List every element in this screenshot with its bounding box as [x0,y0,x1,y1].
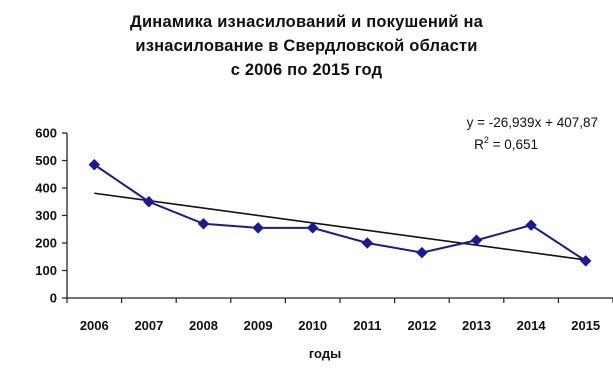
data-point [143,195,155,208]
r-squared-superscript: 2 [484,135,489,145]
data-point [361,237,374,249]
chart-title-line-1: Динамика изнасилований и покушений на [129,13,483,31]
x-tick-label: 2015 [571,318,600,333]
y-tick-label: 0 [50,291,57,306]
x-tick-label: 2009 [244,318,273,333]
y-tick-label: 300 [35,208,57,223]
data-point [525,219,537,231]
x-axis-label: годы [309,346,341,361]
data-point [416,246,428,259]
chart-title-line-2: изнасилование в Свердловской области [135,37,478,55]
y-tick-label: 600 [35,126,57,141]
series-group [88,158,592,267]
x-tick-label: 2012 [407,318,436,333]
data-point [252,222,264,234]
x-tick-label: 2013 [462,318,491,333]
r-squared-letter: R [474,137,484,152]
y-tick-label: 500 [35,153,57,168]
data-point [579,255,592,267]
data-point [88,158,101,171]
series-line [93,163,587,262]
x-tick-label: 2008 [189,318,218,333]
x-tick-label: 2007 [134,318,163,333]
y-tick-label: 200 [35,236,57,251]
trendline [94,192,586,261]
x-tick-label: 2010 [298,318,327,333]
y-tick-label: 400 [35,181,57,196]
chart-title-line-3: с 2006 по 2015 год [230,61,383,79]
chart-title: Динамика изнасилований и покушений на из… [0,10,613,82]
axes [62,132,613,303]
y-tick-label: 100 [35,263,57,278]
data-point [306,222,319,234]
tick-labels: 0 100 200 300 400 500 600 2006 2007 2008 2009 2010 2… [35,126,600,334]
r-squared-value: = 0,651 [489,137,538,152]
r-squared-label: R2 = 0,651 [474,135,538,152]
x-tick-label: 2014 [517,318,547,333]
x-tick-label: 2011 [353,318,381,333]
trendline-equation: y = -26,939x + 407,87 [467,115,598,130]
trendline-group [94,192,586,261]
data-point [470,234,483,247]
x-tick-label: 2006 [80,318,109,333]
data-point [197,217,210,230]
